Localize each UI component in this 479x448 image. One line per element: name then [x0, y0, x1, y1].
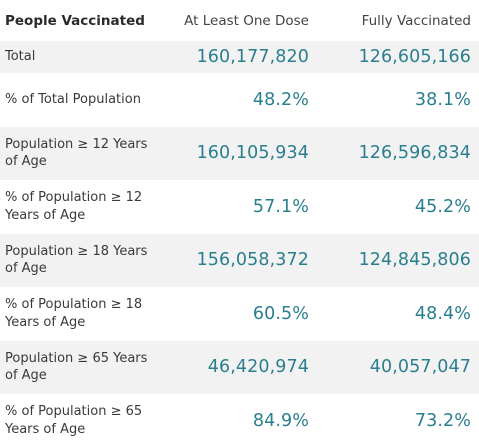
fully-vaccinated-value: 40,057,047	[369, 357, 471, 378]
table-row: % of Population ≥ 18 Years of Age 60.5% …	[0, 287, 479, 341]
fully-vaccinated-value: 38.1%	[414, 89, 471, 110]
table-row: Population ≥ 65 Years of Age 46,420,974 …	[0, 340, 479, 394]
table-row: % of Population ≥ 65 Years of Age 84.9% …	[0, 394, 479, 448]
table-row: Total 160,177,820 126,605,166	[0, 41, 479, 73]
header-row: People Vaccinated At Least One Dose Full…	[0, 0, 479, 41]
at-least-one-dose-value: 48.2%	[252, 89, 309, 110]
at-least-one-dose-value: 57.1%	[252, 196, 309, 217]
row-label: Population ≥ 65 Years of Age	[5, 350, 148, 384]
table-body: Total 160,177,820 126,605,166 % of Total…	[0, 41, 479, 448]
fully-vaccinated-value: 126,596,834	[358, 143, 471, 164]
fully-vaccinated-value: 73.2%	[414, 410, 471, 431]
at-least-one-dose-value: 84.9%	[252, 410, 309, 431]
at-least-one-dose-value: 156,058,372	[196, 250, 309, 271]
at-least-one-dose-value: 160,177,820	[196, 47, 309, 67]
row-label: Population ≥ 12 Years of Age	[5, 136, 148, 170]
at-least-one-dose-value: 60.5%	[252, 303, 309, 324]
table-row: % of Population ≥ 12 Years of Age 57.1% …	[0, 180, 479, 234]
table-row: Population ≥ 18 Years of Age 156,058,372…	[0, 233, 479, 287]
table-header: People Vaccinated At Least One Dose Full…	[0, 0, 479, 41]
at-least-one-dose-value: 160,105,934	[196, 143, 309, 164]
fully-vaccinated-value: 124,845,806	[358, 250, 471, 271]
row-label: % of Population ≥ 65 Years of Age	[5, 404, 143, 437]
fully-vaccinated-value: 126,605,166	[358, 47, 471, 67]
table-row: % of Total Population 48.2% 38.1%	[0, 73, 479, 127]
row-label: Population ≥ 18 Years of Age	[5, 243, 148, 277]
column-header-people-vaccinated: People Vaccinated	[0, 0, 165, 41]
fully-vaccinated-value: 45.2%	[414, 196, 471, 217]
column-header-fully-vaccinated: Fully Vaccinated	[317, 0, 479, 41]
row-label: % of Population ≥ 12 Years of Age	[5, 190, 143, 223]
table-row: Population ≥ 12 Years of Age 160,105,934…	[0, 126, 479, 180]
column-header-at-least-one-dose: At Least One Dose	[165, 0, 317, 41]
fully-vaccinated-value: 48.4%	[414, 303, 471, 324]
row-label: % of Total Population	[5, 92, 141, 107]
at-least-one-dose-value: 46,420,974	[207, 357, 309, 378]
row-label: % of Population ≥ 18 Years of Age	[5, 297, 143, 330]
row-label: Total	[5, 49, 36, 65]
